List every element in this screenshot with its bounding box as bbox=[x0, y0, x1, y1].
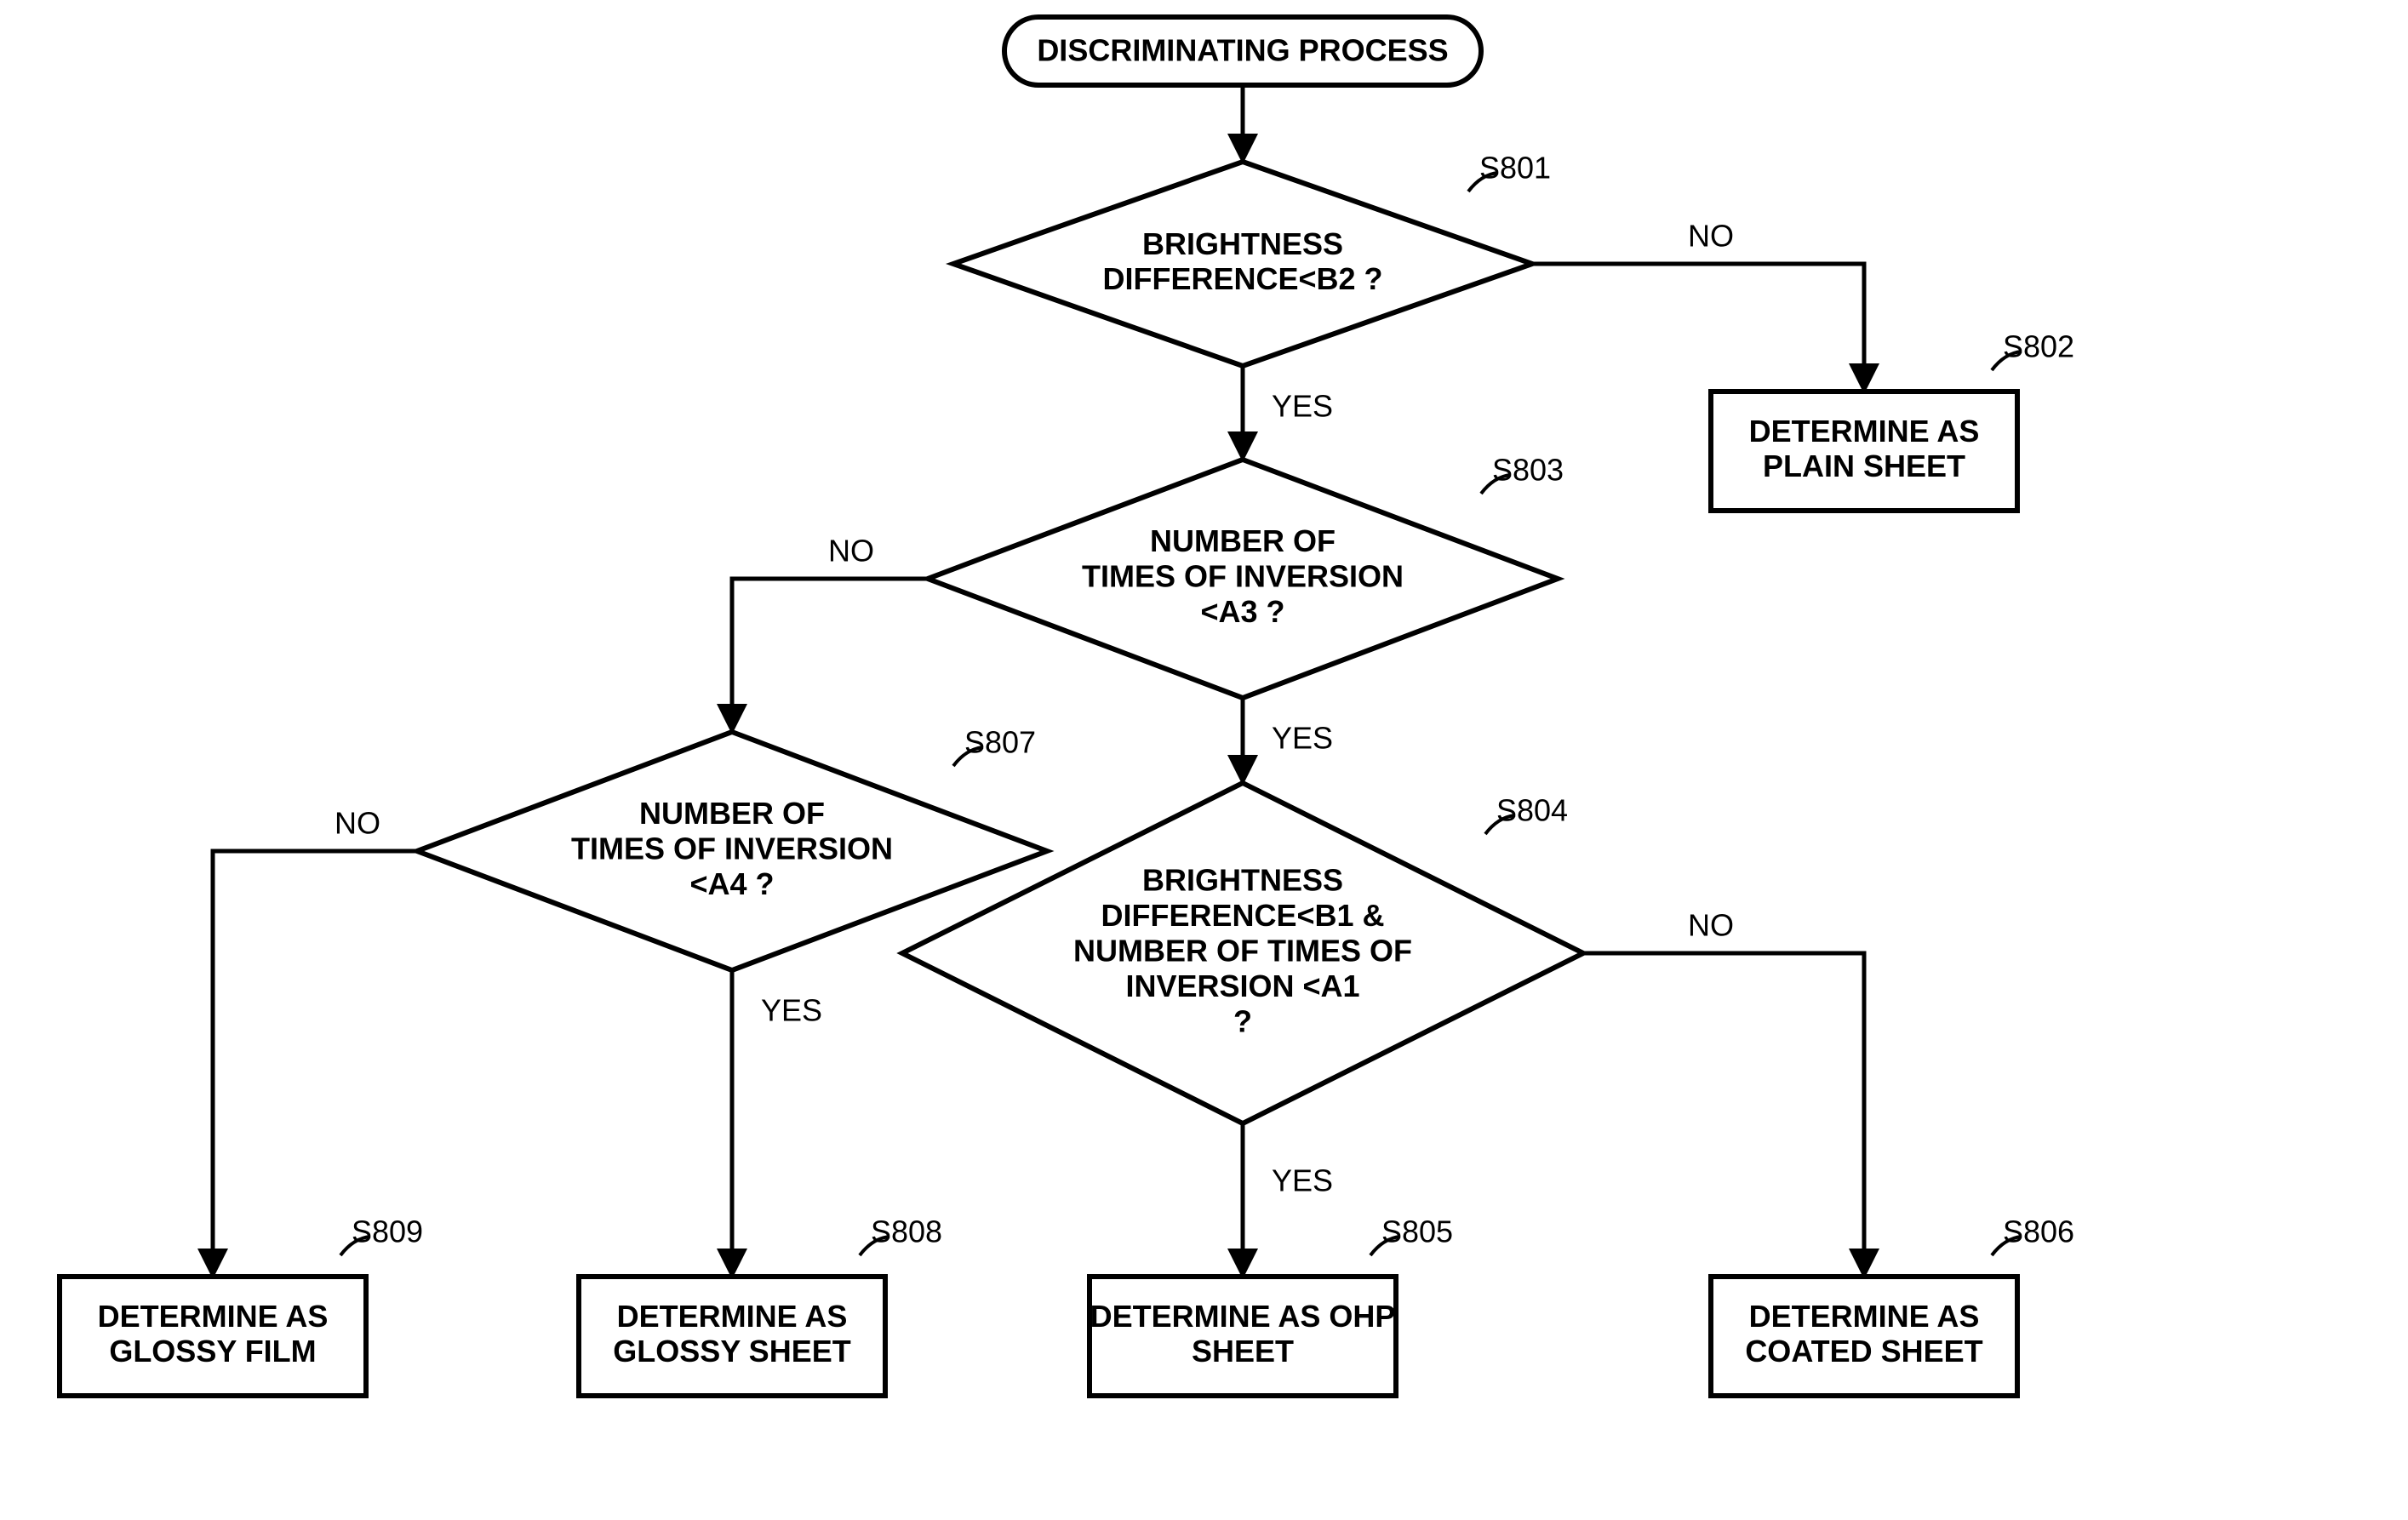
step-label: S806 bbox=[2003, 1214, 2074, 1249]
process-text: GLOSSY SHEET bbox=[613, 1334, 850, 1369]
edge-label: NO bbox=[335, 806, 380, 841]
decision-text: NUMBER OF bbox=[1150, 523, 1336, 558]
process-text: DETERMINE AS bbox=[617, 1299, 848, 1334]
edge-label: NO bbox=[828, 534, 874, 569]
process-text: DETERMINE AS OHP bbox=[1090, 1299, 1396, 1334]
process-text: DETERMINE AS bbox=[1749, 414, 1980, 449]
decision-text: <A3 ? bbox=[1200, 594, 1284, 629]
decision-text: ? bbox=[1233, 1003, 1252, 1038]
decision-text: BRIGHTNESS bbox=[1142, 226, 1343, 261]
edge-label: YES bbox=[1272, 1163, 1333, 1198]
edge-label: NO bbox=[1688, 219, 1734, 254]
process-text: SHEET bbox=[1192, 1334, 1294, 1369]
decision-text: NUMBER OF TIMES OF bbox=[1073, 934, 1412, 969]
decision-text: INVERSION <A1 bbox=[1125, 969, 1359, 1003]
edge-label: YES bbox=[1272, 389, 1333, 424]
decision-text: TIMES OF INVERSION bbox=[1082, 559, 1404, 594]
step-label: S809 bbox=[352, 1214, 423, 1249]
step-label: S803 bbox=[1492, 453, 1564, 488]
process-text: PLAIN SHEET bbox=[1763, 449, 1965, 483]
process-text: COATED SHEET bbox=[1745, 1334, 1982, 1369]
process-text: GLOSSY FILM bbox=[109, 1334, 316, 1369]
decision-text: DIFFERENCE<B2 ? bbox=[1102, 261, 1382, 296]
step-label: S805 bbox=[1381, 1214, 1453, 1249]
process-text: DETERMINE AS bbox=[98, 1299, 329, 1334]
step-label: S804 bbox=[1496, 793, 1568, 828]
terminator-label: DISCRIMINATING PROCESS bbox=[1037, 33, 1448, 68]
edge-label: YES bbox=[1272, 721, 1333, 756]
decision-text: <A4 ? bbox=[689, 866, 774, 901]
step-label: S808 bbox=[871, 1214, 942, 1249]
edge-label: YES bbox=[761, 993, 822, 1028]
step-label: S802 bbox=[2003, 329, 2074, 364]
step-label: S801 bbox=[1479, 151, 1551, 186]
decision-text: TIMES OF INVERSION bbox=[571, 831, 893, 866]
decision-text: DIFFERENCE<B1 & bbox=[1101, 898, 1384, 933]
process-text: DETERMINE AS bbox=[1749, 1299, 1980, 1334]
decision-text: BRIGHTNESS bbox=[1142, 863, 1343, 898]
step-label: S807 bbox=[964, 725, 1036, 760]
decision-text: NUMBER OF bbox=[639, 796, 825, 831]
edge-label: NO bbox=[1688, 908, 1734, 943]
